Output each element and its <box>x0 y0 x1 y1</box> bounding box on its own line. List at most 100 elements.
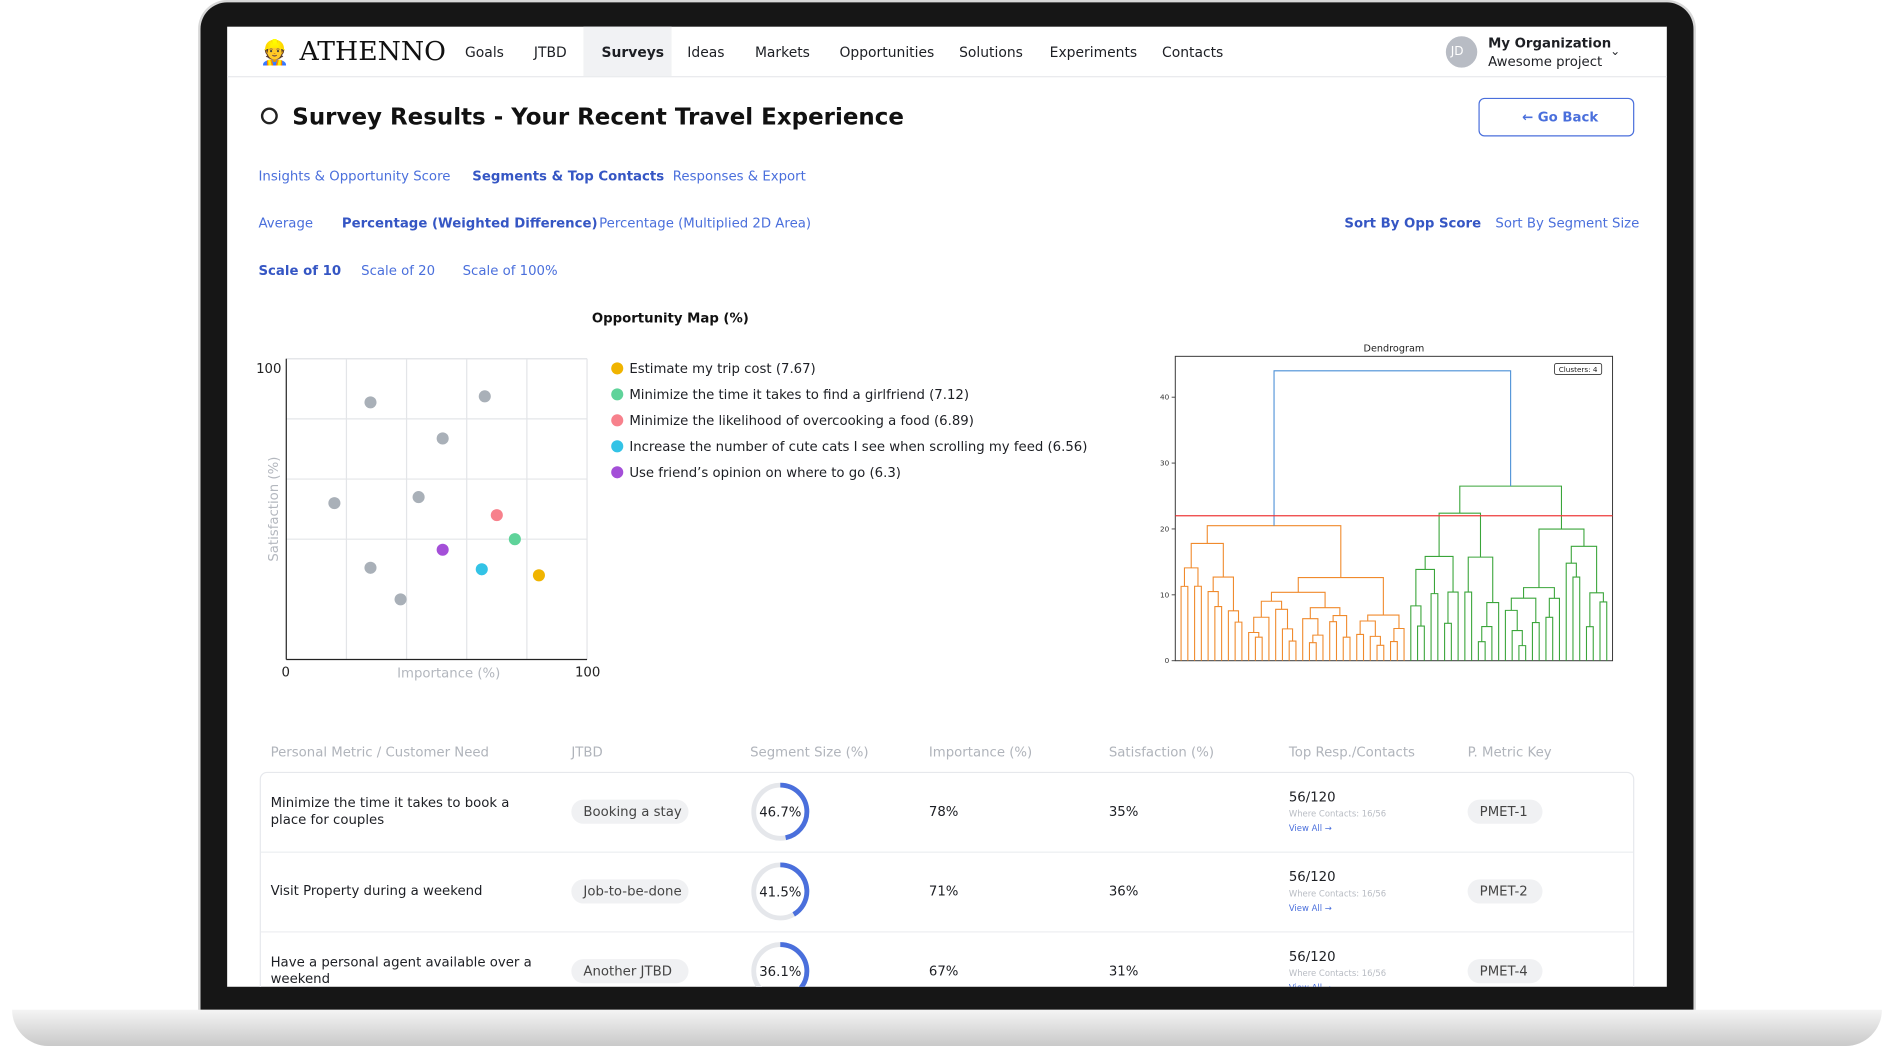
dendrogram-link <box>1585 626 1594 661</box>
dendrogram-link <box>1234 621 1243 661</box>
dendrogram-link <box>1572 576 1581 661</box>
dendrogram-link <box>1253 616 1270 661</box>
satisfaction: 31% <box>1108 963 1139 980</box>
column-header: JTBD <box>571 744 603 761</box>
where-contacts: Where Contacts: 16/56 <box>1288 889 1387 899</box>
tab[interactable]: Insights & Opportunity Score <box>258 168 451 185</box>
laptop-base <box>12 1009 1882 1047</box>
legend-swatch <box>611 466 624 479</box>
nav-active-bg <box>583 26 672 77</box>
column-header: Importance (%) <box>928 744 1033 761</box>
scatter-point <box>532 569 545 582</box>
nav-item[interactable]: Surveys <box>601 43 665 61</box>
key-pill <box>1467 879 1543 904</box>
scatter-point <box>394 593 407 606</box>
dendrogram-link <box>1565 562 1577 661</box>
organization: My Organization <box>1488 35 1612 52</box>
dendrogram-link <box>1464 591 1473 661</box>
tab[interactable]: Sort By Opp Score <box>1344 215 1482 232</box>
metric-key: PMET-1 <box>1479 803 1528 820</box>
dendrogram-link <box>1356 633 1365 661</box>
column-header: Segment Size (%) <box>750 744 869 761</box>
top-contacts: 56/120 <box>1288 948 1336 965</box>
dendrogram-link <box>1389 641 1398 661</box>
go-back-button[interactable] <box>1478 97 1635 137</box>
need: Visit Property during a weekend <box>270 882 483 899</box>
dendrogram-link <box>1447 591 1459 661</box>
dendrogram-link <box>1589 592 1604 627</box>
dendrogram-link <box>1288 640 1297 661</box>
go-back-label[interactable]: ← Go Back <box>1521 109 1599 126</box>
dendrogram-link <box>1270 591 1326 608</box>
segment-ring <box>751 942 810 987</box>
row-divider <box>260 931 1634 933</box>
need: Have a personal agent available over a w… <box>270 954 532 987</box>
dendrogram-link <box>1332 615 1348 638</box>
dendrogram-link <box>1308 642 1317 661</box>
scatter-point <box>328 497 341 510</box>
dendrogram-link <box>1190 542 1224 578</box>
dendrogram-link <box>1183 567 1199 587</box>
tab[interactable]: Scale of 20 <box>361 262 436 279</box>
view-all[interactable]: View All → <box>1288 823 1332 834</box>
tab[interactable]: Sort By Segment Size <box>1495 215 1640 232</box>
segment-label: 41.5% <box>759 885 801 900</box>
tab[interactable]: Segments & Top Contacts <box>472 168 665 185</box>
logo-icon: 👷 <box>259 37 290 67</box>
dendrogram-link <box>1254 636 1263 661</box>
dendrogram-link <box>1194 585 1202 661</box>
nav-item[interactable]: Opportunities <box>839 43 935 61</box>
nav-item[interactable]: Ideas <box>687 43 725 61</box>
dendrogram-link <box>1367 614 1400 629</box>
project: Awesome project <box>1488 53 1603 70</box>
dendrogram-link <box>1444 622 1452 661</box>
tab[interactable]: Percentage (Multiplied 2D Area) <box>599 215 812 232</box>
y-tick-label: 0 <box>1165 656 1170 665</box>
nav-item[interactable]: Markets <box>754 43 810 61</box>
view-all[interactable]: View All → <box>1288 903 1332 914</box>
need: Minimize the time it takes to book a pla… <box>270 794 510 828</box>
key-pill <box>1467 799 1543 824</box>
nav-item[interactable]: Solutions <box>959 43 1023 61</box>
dendrogram-link <box>1359 620 1376 637</box>
dendrogram-link <box>1548 597 1561 661</box>
tab[interactable]: Scale of 10 <box>258 262 342 279</box>
scatter-point <box>436 543 449 556</box>
dendrogram-link <box>1180 585 1189 661</box>
nav-item[interactable]: JTBD <box>533 43 567 61</box>
scatter-point <box>490 509 503 522</box>
nav-item[interactable]: Contacts <box>1161 43 1224 61</box>
scatter-point <box>436 432 449 445</box>
key-pill <box>1467 959 1543 984</box>
nav-item[interactable]: Goals <box>465 43 504 61</box>
dendrogram-link <box>1477 641 1486 661</box>
x-tick-label: 100 <box>575 665 600 680</box>
dendrogram-link <box>1545 616 1554 661</box>
scatter-point <box>508 533 521 546</box>
where-contacts: Where Contacts: 16/56 <box>1288 968 1387 979</box>
dendrogram-link <box>1410 605 1422 661</box>
legend-label: Minimize the time it takes to find a gir… <box>629 388 969 403</box>
dendrogram-link <box>1504 609 1518 661</box>
where-contacts: Where Contacts: 16/56 <box>1288 809 1387 819</box>
tab[interactable]: Average <box>258 215 314 232</box>
x-axis-label: Importance (%) <box>397 667 500 682</box>
tab[interactable]: Percentage (Weighted Difference) <box>341 215 598 232</box>
legend-label: Use friend’s opinion on where to go (6.3… <box>629 466 901 481</box>
view-all[interactable]: View All → <box>1289 983 1332 987</box>
dendrogram-link <box>1376 644 1385 661</box>
dendrogram-link <box>1212 576 1234 611</box>
tab[interactable]: Scale of 100% <box>462 262 558 279</box>
jtbd: Job-to-be-done <box>583 883 682 900</box>
dendrogram-link <box>1297 577 1384 616</box>
y-tick-label: 100 <box>256 362 281 377</box>
satisfaction: 35% <box>1108 803 1139 820</box>
annotation-box <box>1554 363 1603 375</box>
nav-item[interactable]: Experiments <box>1049 43 1138 61</box>
legend-swatch <box>611 440 624 453</box>
tab[interactable]: Responses & Export <box>672 168 806 185</box>
scatter-point <box>478 390 491 403</box>
dendrogram-link <box>1599 601 1608 661</box>
legend-swatch <box>611 362 624 375</box>
